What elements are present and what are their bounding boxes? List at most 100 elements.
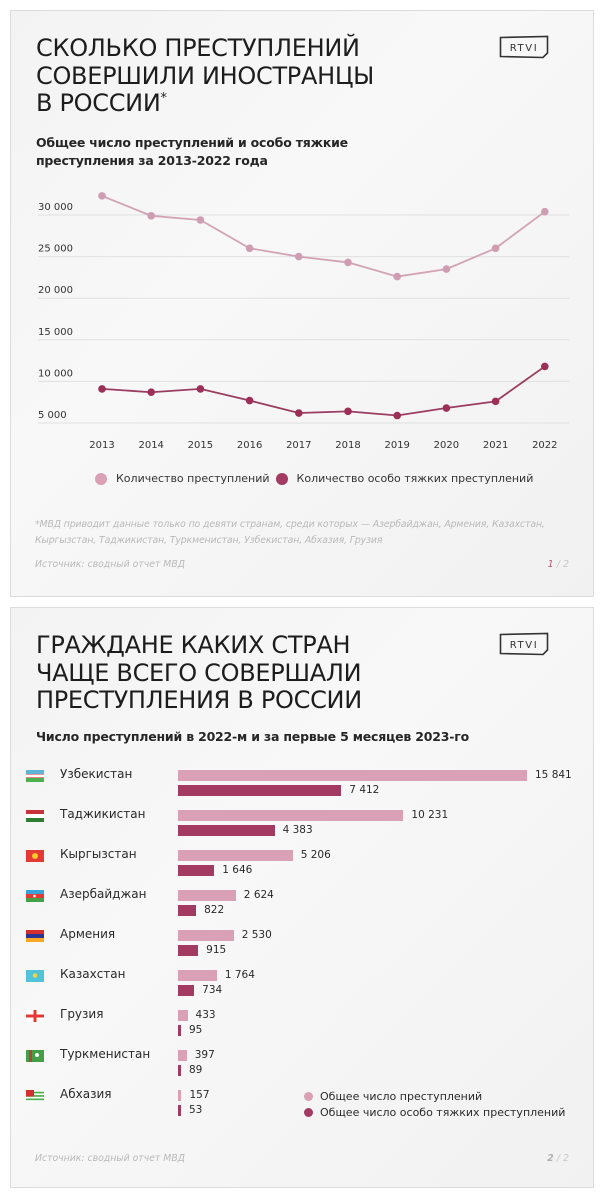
bar-row: Туркменистан 397 89: [11, 1046, 595, 1086]
series-line-total: [101, 195, 546, 278]
rtvi-logo: RTVI: [499, 632, 549, 656]
bar-grave: [178, 905, 197, 916]
page-separator: /: [553, 559, 563, 570]
flag-icon: [26, 1050, 44, 1062]
data-point: [541, 362, 549, 371]
value-label-grave: 95: [189, 1024, 203, 1036]
value-label-grave: 915: [206, 944, 227, 956]
title-line: ЧАЩЕ ВСЕГО СОВЕРШАЛИ: [36, 658, 362, 687]
flag-icon: [26, 770, 44, 782]
x-tick-label: 2018: [335, 440, 360, 451]
legend-label: Количество особо тяжких преступлений: [296, 472, 534, 485]
country-label: Казахстан: [60, 967, 126, 981]
bar-total: [178, 810, 404, 821]
data-point: [344, 258, 352, 267]
y-tick-label: 30 000: [38, 202, 73, 213]
page-total: 2: [562, 1153, 569, 1164]
source-note: Источник: сводный отчет МВД: [35, 1153, 185, 1164]
data-point: [196, 385, 205, 393]
value-label-total: 1 764: [224, 969, 255, 981]
bar-row: Абхазия 157 53: [11, 1086, 595, 1126]
card2-title: ГРАЖДАНЕ КАКИХ СТРАН ЧАЩЕ ВСЕГО СОВЕРШАЛ…: [36, 631, 362, 715]
flag-icon: [26, 850, 44, 862]
bar-total: [178, 970, 217, 981]
data-point: [295, 252, 303, 261]
bar-row: Таджикистан 10 231 4 383: [11, 806, 595, 846]
x-tick-label: 2021: [483, 440, 508, 451]
bar-row: Азербайджан 2 624 822: [11, 886, 595, 926]
data-point: [393, 411, 402, 420]
value-label-total: 2 530: [241, 929, 272, 941]
bar-total: [178, 1010, 188, 1021]
data-point: [295, 409, 303, 417]
value-label-total: 157: [189, 1089, 210, 1101]
x-tick-label: 2017: [286, 440, 311, 451]
country-label: Армения: [60, 927, 116, 941]
title-line: ГРАЖДАНЕ КАКИХ СТРАН: [36, 631, 351, 659]
bar-total: [178, 770, 527, 781]
rtvi-logo: RTVI: [499, 35, 549, 59]
data-point: [196, 216, 205, 224]
page-current: 2: [547, 1153, 554, 1164]
value-label-grave: 822: [204, 904, 225, 916]
y-tick-label: 10 000: [38, 368, 73, 379]
data-point: [245, 244, 254, 253]
value-label-grave: 7 412: [349, 784, 380, 796]
bar-grave: [178, 1025, 181, 1036]
legend-dot-icon: [95, 472, 107, 485]
line-chart: 5 000 10 000 15 000 20 000 25 000 30 000 2013 2…: [38, 192, 569, 451]
x-tick-label: 2022: [532, 440, 557, 451]
title-line: В РОССИИ*: [36, 89, 374, 118]
line-chart-legend: Количество преступлений Количество особо…: [95, 472, 539, 485]
source-note: Источник: сводный отчет МВД: [35, 559, 185, 570]
value-label-grave: 53: [189, 1104, 203, 1116]
data-point: [245, 396, 254, 405]
rtvi-logo-icon: RTVI: [499, 35, 549, 59]
country-label: Абхазия: [60, 1087, 112, 1101]
card1-title: СКОЛЬКО ПРЕСТУПЛЕНИЙ СОВЕРШИЛИ ИНОСТРАНЦ…: [36, 34, 375, 118]
y-tick-label: 5 000: [38, 410, 67, 421]
x-tick-label: 2015: [188, 440, 213, 451]
country-label: Азербайджан: [60, 887, 147, 901]
value-label-total: 433: [195, 1009, 216, 1021]
page-separator: /: [553, 1153, 563, 1164]
bar-chart-legend: Общее число преступлений Общее число осо…: [304, 1088, 565, 1120]
legend-label: Общее число преступлений: [320, 1089, 483, 1103]
bar-grave: [178, 1065, 181, 1076]
bar-row: Грузия 433 95: [11, 1006, 595, 1046]
bar-total: [178, 1090, 182, 1101]
bar-row: Кыргызстан 5 206 1 646: [11, 846, 595, 886]
svg-text:RTVI: RTVI: [510, 43, 539, 54]
value-label-total: 5 206: [300, 849, 331, 861]
value-label-total: 2 624: [243, 889, 274, 901]
country-label: Узбекистан: [60, 767, 133, 781]
bar-row: Казахстан 1 764 734: [11, 966, 595, 1006]
data-point: [541, 207, 549, 216]
title-line-text: В РОССИИ: [36, 89, 161, 117]
rtvi-logo-icon: RTVI: [499, 632, 549, 656]
value-label-grave: 1 646: [222, 864, 253, 876]
bar-grave: [178, 785, 342, 796]
flag-icon: [26, 890, 44, 902]
x-tick-label: 2016: [237, 440, 262, 451]
bar-grave: [178, 825, 275, 836]
page-indicator: 1 / 2: [548, 559, 569, 570]
flag-icon: [26, 970, 44, 982]
flag-icon: [26, 1090, 44, 1102]
card1-subtitle: Общее число преступлений и особо тяжкие …: [36, 134, 348, 170]
flag-icon: [26, 930, 44, 942]
legend-item-total: Количество преступлений: [95, 472, 270, 485]
bar-total: [178, 1050, 187, 1061]
bar-row: Узбекистан 15 841 7 412: [11, 766, 595, 806]
country-label: Таджикистан: [60, 807, 146, 821]
subtitle-line: Общее число преступлений и особо тяжкие: [36, 135, 348, 150]
value-label-total: 10 231: [411, 809, 449, 821]
page-indicator: 2 / 2: [547, 1153, 569, 1164]
y-tick-label: 20 000: [38, 285, 73, 296]
data-point: [98, 385, 106, 393]
title-line: СОВЕРШИЛИ ИНОСТРАНЦЫ: [36, 61, 375, 90]
value-label-grave: 734: [202, 984, 223, 996]
bar-grave: [178, 985, 195, 996]
page-total: 2: [562, 559, 569, 570]
country-label: Кыргызстан: [60, 847, 137, 861]
